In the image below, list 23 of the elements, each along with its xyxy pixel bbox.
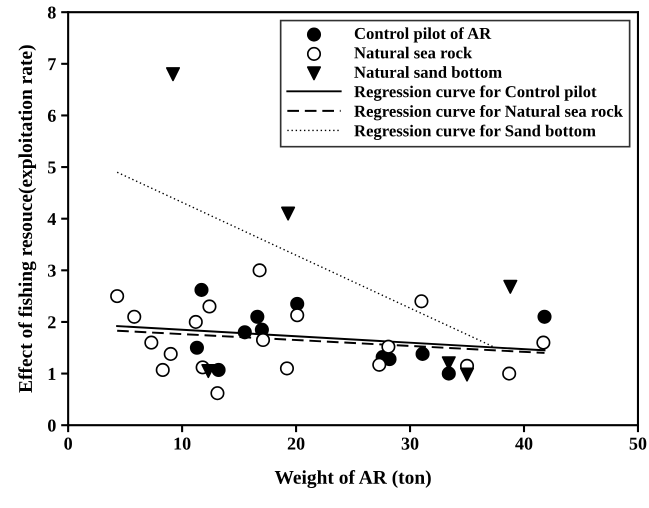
x-tick-label: 50 [630,438,646,450]
legend-label: Natural sea rock [354,46,472,59]
legend-label: Natural sand bottom [354,66,502,78]
legend-label: Regression curve for Sand bottom [354,124,596,140]
y-tick-label: 0 [48,419,56,432]
x-axis-title: Weight of AR (ton) [274,470,431,488]
x-tick-label: 0 [64,438,72,450]
x-tick-label: 20 [288,438,304,450]
y-tick-label: 8 [48,6,56,19]
y-tick-label: 2 [48,316,56,328]
y-tick-label: 5 [48,162,56,174]
legend-label: Control pilot of AR [354,27,492,42]
y-tick-label: 3 [48,264,56,277]
y-tick-label: 4 [48,213,56,225]
y-tick-label: 6 [48,110,56,122]
y-tick-label: 7 [48,58,56,70]
x-tick-label: 40 [515,438,532,450]
y-tick-label: 1 [48,368,56,380]
y-axis-title: Effect of fishing resouce(exploitation rate) [18,45,36,393]
x-tick-label: 10 [174,438,190,450]
x-tick-label: 30 [402,438,418,450]
legend-label: Regression curve for Natural sea rock [354,104,623,120]
legend-label: Regression curve for Control pilot [354,85,597,101]
